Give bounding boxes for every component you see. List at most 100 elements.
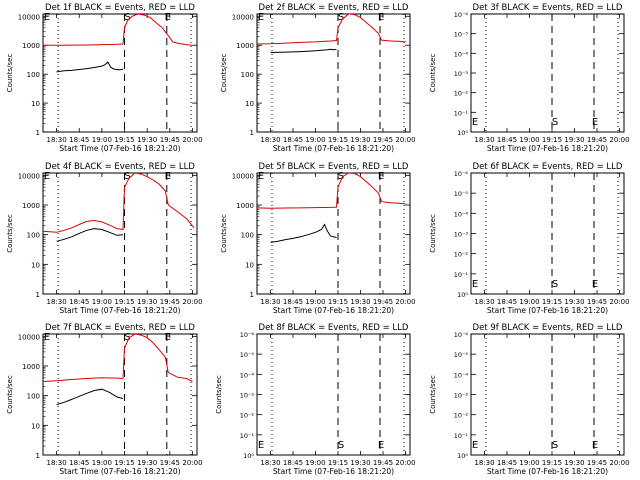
saa-marker-label: S <box>124 12 130 23</box>
x-axis-label: Start Time (07-Feb-16 18:21:20) <box>273 467 394 476</box>
y-tick-label: 10⁻² <box>240 412 255 420</box>
panel-title: Det 3f BLACK = Events, RED = LLD <box>473 3 623 13</box>
x-tick-label: 20:00 <box>395 136 415 144</box>
events-series-line <box>270 223 337 243</box>
plot-frame <box>256 13 411 133</box>
y-tick-label: 100 <box>241 232 254 240</box>
x-tick-label: 18:30 <box>474 459 494 467</box>
y-tick-label: 10000 <box>232 13 254 21</box>
x-tick-label: 19:00 <box>305 298 325 306</box>
x-tick-label: 20:00 <box>609 298 629 306</box>
y-tick-label: 10⁻⁵ <box>240 351 255 359</box>
x-tick-label: 19:45 <box>373 298 393 306</box>
saa-marker-label: S <box>124 171 130 182</box>
y-tick-label: 100 <box>27 71 40 79</box>
panel-det-5f: Det 5f BLACK = Events, RED = LLD Start Ti… <box>220 162 416 315</box>
x-tick-label: 18:45 <box>283 136 303 144</box>
x-tick-label: 19:45 <box>160 298 180 306</box>
end-marker-label: E <box>165 332 171 343</box>
y-tick-label: 100 <box>241 71 254 79</box>
events-series-line <box>270 48 337 53</box>
y-tick-label: 10⁰ <box>457 291 468 299</box>
lld-series-line <box>43 14 193 46</box>
x-tick-label: 20:00 <box>182 459 202 467</box>
x-tick-label: 20:00 <box>609 136 629 144</box>
x-tick-label: 18:30 <box>46 459 66 467</box>
x-tick-label: 19:45 <box>373 459 393 467</box>
x-tick-label: 19:00 <box>92 298 112 306</box>
start-marker-label: E <box>44 171 50 182</box>
y-tick-label: 10⁰ <box>243 452 254 460</box>
y-axis-label: Counts/sec <box>429 214 437 253</box>
x-tick-label: 18:45 <box>69 136 89 144</box>
x-tick-label: 18:45 <box>283 298 303 306</box>
end-marker-label: E <box>165 12 171 23</box>
y-tick-label: 10⁻⁴ <box>240 371 255 379</box>
y-tick-label: 100 <box>27 393 40 401</box>
y-axis-label: Counts/sec <box>6 54 14 93</box>
y-tick-label: 10⁰ <box>457 129 468 137</box>
y-tick-label: 10⁻¹ <box>454 432 469 440</box>
y-tick-label: 1000 <box>236 202 254 210</box>
y-tick-label: 10000 <box>18 172 40 180</box>
start-marker-label: E <box>258 171 264 182</box>
end-marker-label: E <box>165 171 171 182</box>
panel-title: Det 9f BLACK = Events, RED = LLD <box>473 323 623 333</box>
x-tick-label: 19:00 <box>519 298 539 306</box>
x-tick-label: 18:30 <box>260 298 280 306</box>
x-tick-label: 19:15 <box>114 136 134 144</box>
x-tick-label: 19:15 <box>328 459 348 467</box>
panel-title: Det 7f BLACK = Events, RED = LLD <box>45 323 195 333</box>
y-tick-label: 10⁻³ <box>240 392 255 400</box>
x-axis-label: Start Time (07-Feb-16 18:21:20) <box>487 306 608 315</box>
x-tick-label: 19:30 <box>137 136 157 144</box>
x-tick-label: 19:00 <box>519 136 539 144</box>
x-tick-label: 19:30 <box>564 459 584 467</box>
x-tick-label: 19:45 <box>587 298 607 306</box>
x-tick-label: 18:30 <box>474 298 494 306</box>
plot-frame <box>42 13 198 133</box>
y-tick-label: 10⁰ <box>457 452 468 460</box>
x-tick-label: 20:00 <box>609 459 629 467</box>
end-marker-label: E <box>378 12 384 23</box>
y-tick-label: 1 <box>250 129 254 137</box>
y-tick-label: 10⁻² <box>454 412 469 420</box>
x-tick-label: 19:00 <box>519 459 539 467</box>
y-tick-label: 10 <box>245 261 254 269</box>
events-series-line <box>56 61 124 73</box>
y-tick-label: 1000 <box>22 42 40 50</box>
saa-marker-label: S <box>338 12 344 23</box>
panel-det-2f: Det 2f BLACK = Events, RED = LLD Start Ti… <box>220 3 416 153</box>
x-tick-label: 18:30 <box>260 459 280 467</box>
panel-det-4f: Det 4f BLACK = Events, RED = LLD Start Ti… <box>6 162 203 315</box>
x-tick-label: 20:00 <box>182 298 202 306</box>
end-marker-label: E <box>592 440 598 451</box>
y-tick-label: 10⁻³ <box>454 392 469 400</box>
start-marker-label: E <box>258 440 264 451</box>
x-tick-label: 19:45 <box>587 136 607 144</box>
y-tick-label: 10⁻⁴ <box>454 371 469 379</box>
panel-title: Det 4f BLACK = Events, RED = LLD <box>45 162 195 172</box>
y-tick-label: 10⁻² <box>454 90 469 98</box>
x-tick-label: 20:00 <box>395 298 415 306</box>
plot-frame <box>470 333 625 456</box>
plot-frame <box>42 172 198 295</box>
lld-series-line <box>43 334 193 382</box>
plot-frame <box>42 333 198 456</box>
y-tick-label: 1 <box>250 291 254 299</box>
panel-det-7f: Det 7f BLACK = Events, RED = LLD Start Ti… <box>6 323 203 476</box>
x-tick-label: 19:00 <box>92 459 112 467</box>
y-tick-label: 10⁻³ <box>454 231 469 239</box>
events-series-line <box>56 228 124 242</box>
x-axis-label: Start Time (07-Feb-16 18:21:20) <box>487 144 608 153</box>
x-tick-label: 18:45 <box>497 136 517 144</box>
panel-det-9f: Det 9f BLACK = Events, RED = LLD Start Ti… <box>429 323 630 476</box>
y-tick-label: 10⁻¹ <box>454 271 469 279</box>
plot-frame <box>256 333 411 456</box>
y-tick-label: 1000 <box>22 363 40 371</box>
panel-title: Det 1f BLACK = Events, RED = LLD <box>45 3 195 13</box>
saa-marker-label: S <box>552 117 558 128</box>
y-tick-label: 10 <box>31 100 40 108</box>
x-tick-label: 18:30 <box>474 136 494 144</box>
y-axis-label: Counts/sec <box>6 375 14 414</box>
